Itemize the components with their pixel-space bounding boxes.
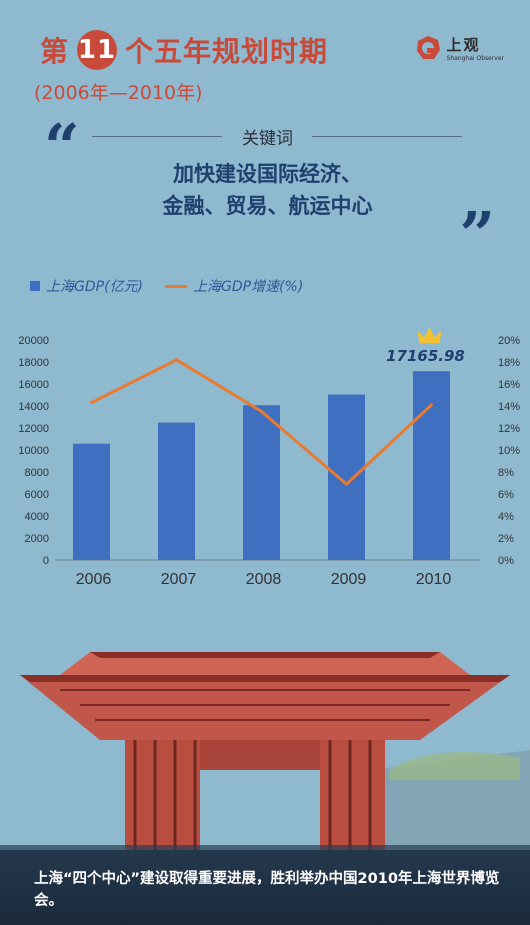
- growth-rate-point: [90, 401, 93, 405]
- y-left-tick-label: 8000: [25, 467, 49, 479]
- gdp-bar: [158, 422, 195, 560]
- y-right-tick-label: 4%: [498, 511, 514, 523]
- gdp-bar: [243, 405, 280, 560]
- y-right-tick-label: 14%: [498, 401, 520, 413]
- logo-mark-icon: [416, 36, 440, 59]
- y-left-tick-label: 20000: [18, 335, 49, 347]
- header: 第 11 个五年规划时期 (2006年—2010年) 上观 Shanghai O…: [0, 0, 530, 110]
- gdp-bar: [413, 371, 450, 560]
- brand-logo: 上观 Shanghai Observer: [415, 34, 504, 62]
- y-left-tick-label: 12000: [18, 423, 49, 435]
- keyword-panel: “ 关键词 加快建设国际经济、 金融、贸易、航运中心 ”: [40, 116, 495, 266]
- legend-bar-swatch: [30, 281, 40, 291]
- title-suffix: 个五年规划时期: [125, 35, 329, 68]
- y-right-tick-label: 2%: [498, 533, 514, 545]
- y-left-tick-label: 10000: [18, 445, 49, 457]
- gdp-bar: [73, 443, 110, 560]
- growth-rate-point: [175, 358, 178, 362]
- growth-rate-point: [260, 410, 263, 413]
- growth-rate-point: [430, 403, 433, 407]
- chart-legend: 上海GDP(亿元) 上海GDP增速(%): [30, 276, 303, 296]
- y-right-tick-label: 20%: [498, 335, 520, 347]
- data-label: 17165.98: [386, 347, 465, 365]
- x-tick-label: 2009: [331, 571, 367, 588]
- x-tick-label: 2010: [416, 571, 452, 588]
- y-left-tick-label: 0: [43, 555, 49, 567]
- logo-subtext: Shanghai Observer: [446, 55, 504, 62]
- legend-line-label: 上海GDP增速(%): [193, 279, 304, 295]
- keyword-divider-right: [312, 136, 462, 137]
- y-right-tick-label: 12%: [498, 423, 520, 435]
- crown-icon: [417, 327, 442, 344]
- keyword-line-1: 加快建设国际经济、: [173, 162, 362, 186]
- caption-banner: 上海“四个中心”建设取得重要进展，胜利举办中国2010年上海世界博览会。: [0, 850, 530, 925]
- keyword-divider-left: [92, 136, 222, 137]
- keyword-label: 关键词: [242, 129, 293, 149]
- y-left-tick-label: 14000: [18, 401, 49, 413]
- caption-text: 上海“四个中心”建设取得重要进展，胜利举办中国2010年上海世界博览会。: [34, 871, 500, 909]
- y-right-tick-label: 0%: [498, 555, 514, 567]
- logo-text: 上观: [446, 36, 481, 54]
- y-left-tick-label: 18000: [18, 357, 49, 369]
- growth-rate-point: [345, 482, 348, 486]
- gdp-bar: [328, 394, 365, 560]
- y-right-tick-label: 16%: [498, 379, 520, 391]
- y-right-tick-label: 6%: [498, 489, 514, 501]
- y-left-tick-label: 2000: [25, 533, 49, 545]
- open-quote-icon: “: [44, 110, 80, 183]
- close-quote-icon: ”: [459, 198, 495, 271]
- page-subtitle: (2006年—2010年): [34, 82, 203, 104]
- legend-line-swatch: [165, 284, 187, 288]
- keyword-text: 加快建设国际经济、 金融、贸易、航运中心: [40, 158, 495, 222]
- x-tick-label: 2006: [76, 571, 112, 588]
- page-title: 第 11 个五年规划时期: [40, 30, 328, 70]
- x-tick-label: 2007: [161, 571, 197, 588]
- title-prefix: 第: [40, 35, 70, 68]
- keyword-line-2: 金融、贸易、航运中心: [162, 194, 373, 218]
- y-left-tick-label: 4000: [25, 511, 49, 523]
- gdp-chart: 0 2000 4000 6000 8000 10000 12000 14000 16000 180…: [18, 327, 520, 588]
- y-right-tick-label: 10%: [498, 445, 520, 457]
- y-left-tick-label: 16000: [18, 379, 49, 391]
- y-right-tick-label: 8%: [498, 467, 514, 479]
- x-tick-label: 2008: [246, 571, 282, 588]
- legend-bar-label: 上海GDP(亿元): [46, 279, 143, 295]
- y-right-tick-label: 18%: [498, 357, 520, 369]
- y-left-tick-label: 6000: [25, 489, 49, 501]
- title-number-badge: 11: [77, 30, 118, 70]
